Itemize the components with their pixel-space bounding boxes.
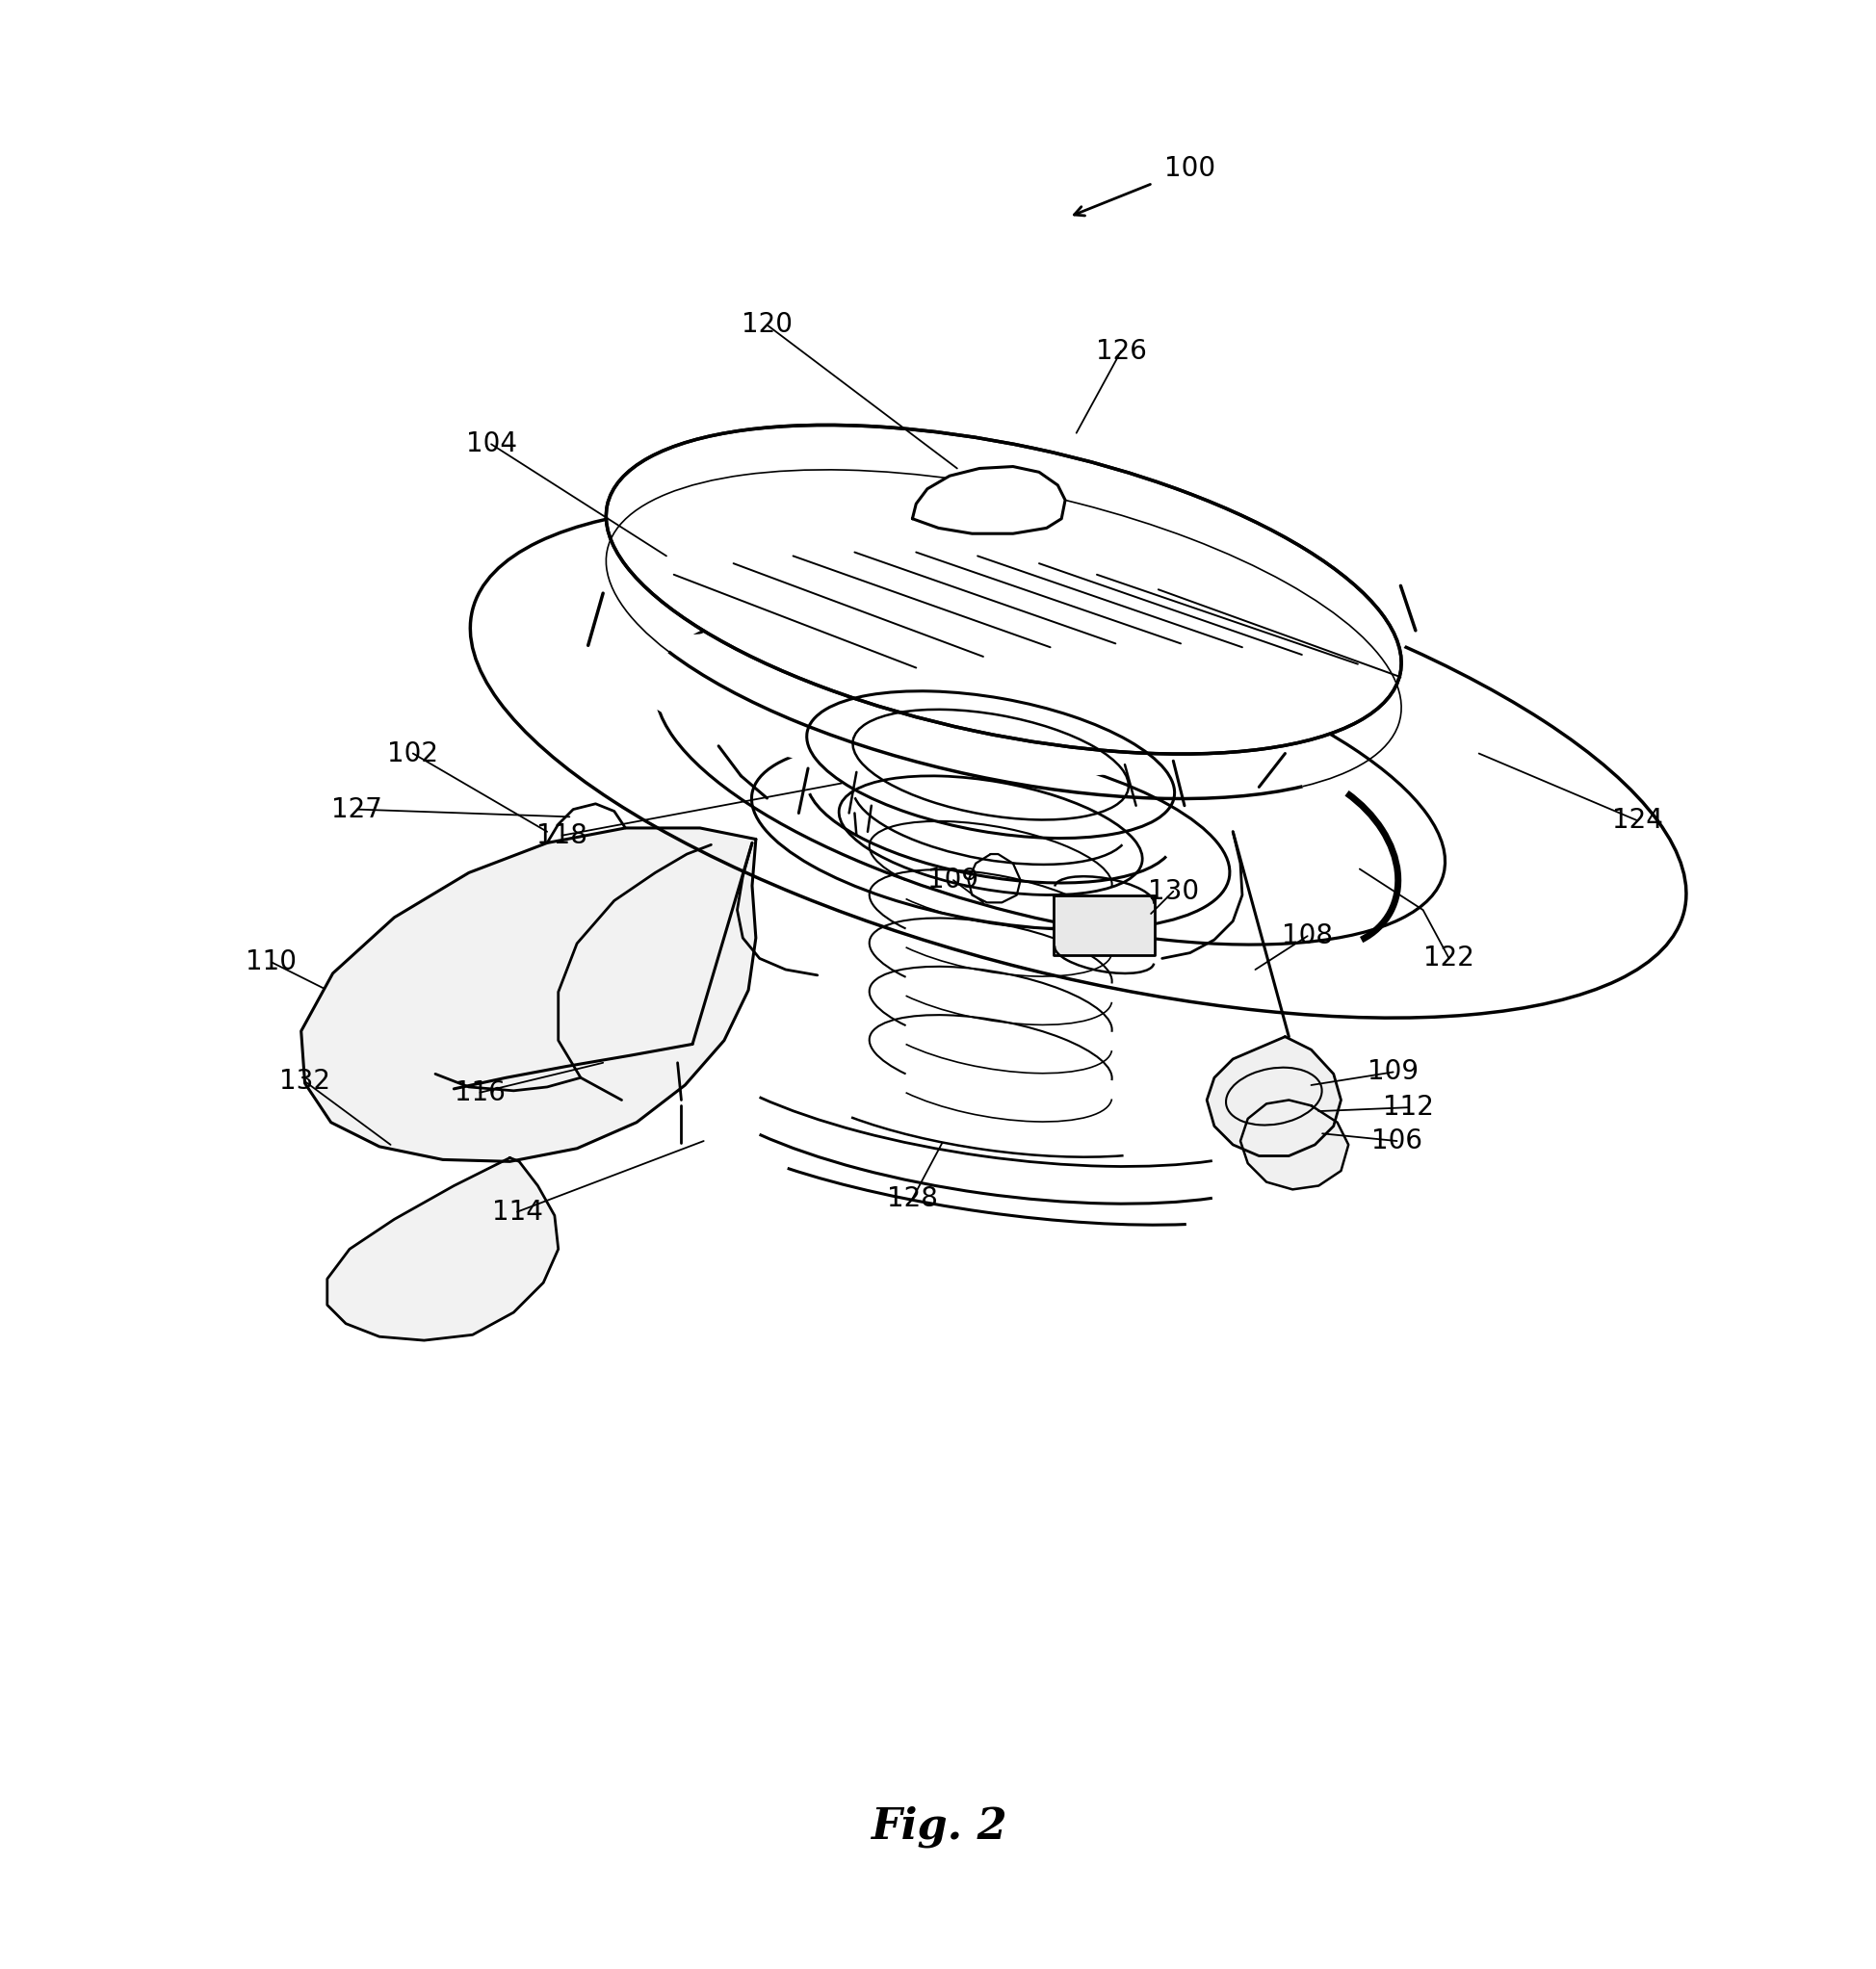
Text: 130: 130: [1146, 878, 1199, 906]
Text: 108: 108: [1281, 923, 1332, 949]
Text: 127: 127: [332, 795, 383, 823]
Text: 116: 116: [454, 1079, 505, 1107]
Polygon shape: [606, 425, 1401, 754]
Polygon shape: [326, 1158, 557, 1341]
Text: 110: 110: [246, 949, 296, 975]
Text: 120: 120: [741, 311, 792, 339]
Text: 112: 112: [1383, 1095, 1433, 1120]
Text: 109: 109: [927, 866, 979, 894]
Text: 114: 114: [492, 1199, 542, 1225]
Text: 104: 104: [465, 431, 516, 457]
Text: 128: 128: [887, 1185, 938, 1213]
Text: 109: 109: [1368, 1059, 1418, 1085]
Polygon shape: [1240, 1101, 1347, 1189]
Text: 122: 122: [1422, 945, 1475, 973]
Text: 106: 106: [1371, 1128, 1422, 1154]
Polygon shape: [912, 467, 1066, 534]
Text: 118: 118: [537, 821, 587, 849]
Text: Fig. 2: Fig. 2: [870, 1806, 1006, 1847]
Polygon shape: [1054, 896, 1154, 955]
Text: 132: 132: [280, 1067, 330, 1095]
Text: 126: 126: [1096, 337, 1146, 364]
Text: 100: 100: [1163, 156, 1216, 181]
Text: 102: 102: [386, 740, 439, 768]
Polygon shape: [598, 585, 1415, 778]
Polygon shape: [1206, 1036, 1339, 1156]
Polygon shape: [300, 829, 756, 1162]
Text: 124: 124: [1611, 807, 1662, 835]
